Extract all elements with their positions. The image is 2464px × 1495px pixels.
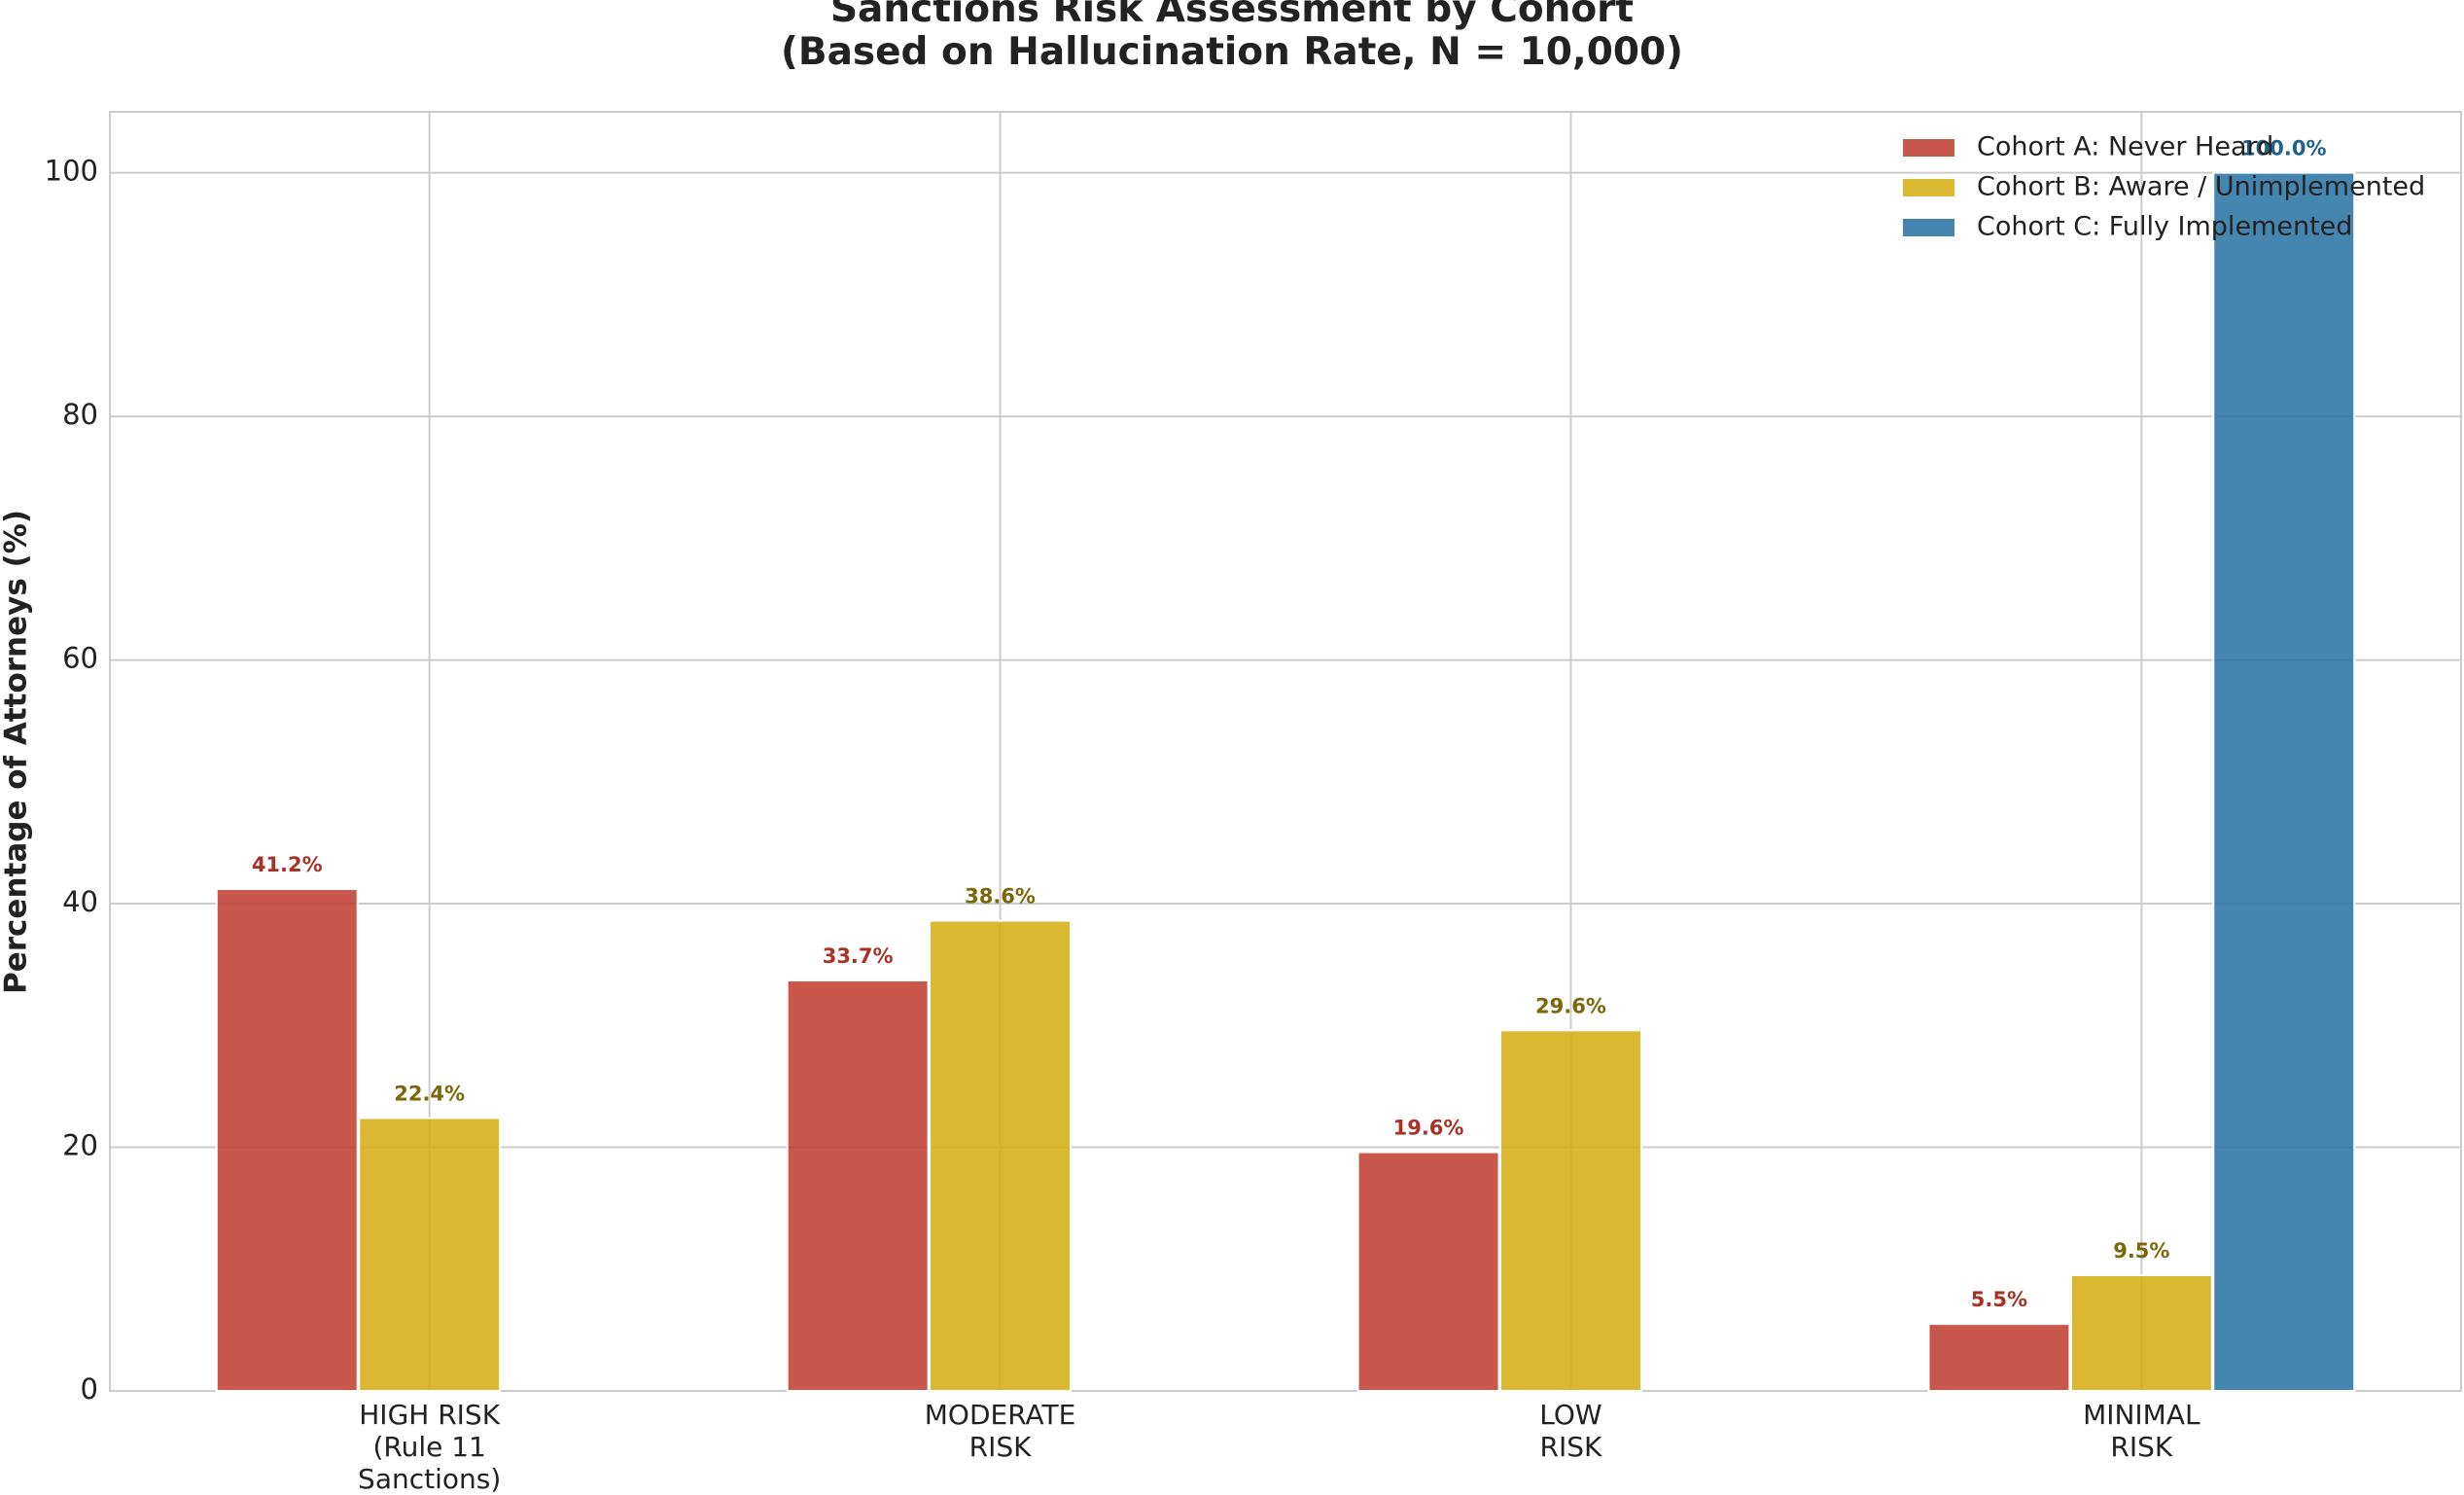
x-tick-label: MINIMAL RISK — [2083, 1399, 2200, 1463]
y-tick-label: 80 — [62, 398, 98, 431]
value-label: 5.5% — [1971, 1288, 2027, 1311]
bar — [358, 1117, 502, 1392]
value-label: 19.6% — [1393, 1117, 1464, 1140]
legend-swatch — [1903, 139, 1954, 157]
value-label: 33.7% — [823, 944, 894, 968]
x-tick-label: HIGH RISK (Rule 11 Sanctions) — [358, 1399, 502, 1495]
bar — [2069, 1274, 2213, 1392]
x-tick-label: MODERATE RISK — [924, 1399, 1076, 1463]
legend-swatch — [1903, 219, 1954, 236]
value-label: 100.0% — [2241, 137, 2326, 160]
legend-label: Cohort B: Aware / Unimplemented — [1977, 172, 2425, 202]
bar — [1356, 1151, 1500, 1392]
bar — [215, 888, 359, 1392]
y-axis-label: Percentage of Attorneys (%) — [0, 510, 34, 994]
legend-label: Cohort A: Never Heard — [1977, 132, 2273, 162]
bar — [1498, 1029, 1642, 1393]
bar — [1927, 1323, 2071, 1392]
y-tick-label: 0 — [81, 1372, 98, 1406]
y-tick-label: 100 — [45, 155, 98, 188]
x-tick-label: LOW RISK — [1539, 1399, 1602, 1463]
plot-area — [109, 111, 2462, 1392]
legend-swatch — [1903, 179, 1954, 196]
y-tick-label: 40 — [62, 885, 98, 918]
bar — [786, 979, 930, 1392]
y-tick-label: 20 — [62, 1129, 98, 1162]
value-label: 41.2% — [252, 853, 323, 876]
value-label: 9.5% — [2113, 1239, 2169, 1263]
bar — [929, 919, 1073, 1392]
bar — [2212, 171, 2356, 1393]
value-label: 22.4% — [394, 1082, 465, 1105]
value-label: 29.6% — [1535, 994, 1606, 1017]
y-tick-label: 60 — [62, 642, 98, 675]
legend-label: Cohort C: Fully Implemented — [1977, 212, 2352, 242]
value-label: 38.6% — [965, 885, 1036, 908]
chart-title: Sanctions Risk Assessment by Cohort (Bas… — [781, 0, 1683, 74]
